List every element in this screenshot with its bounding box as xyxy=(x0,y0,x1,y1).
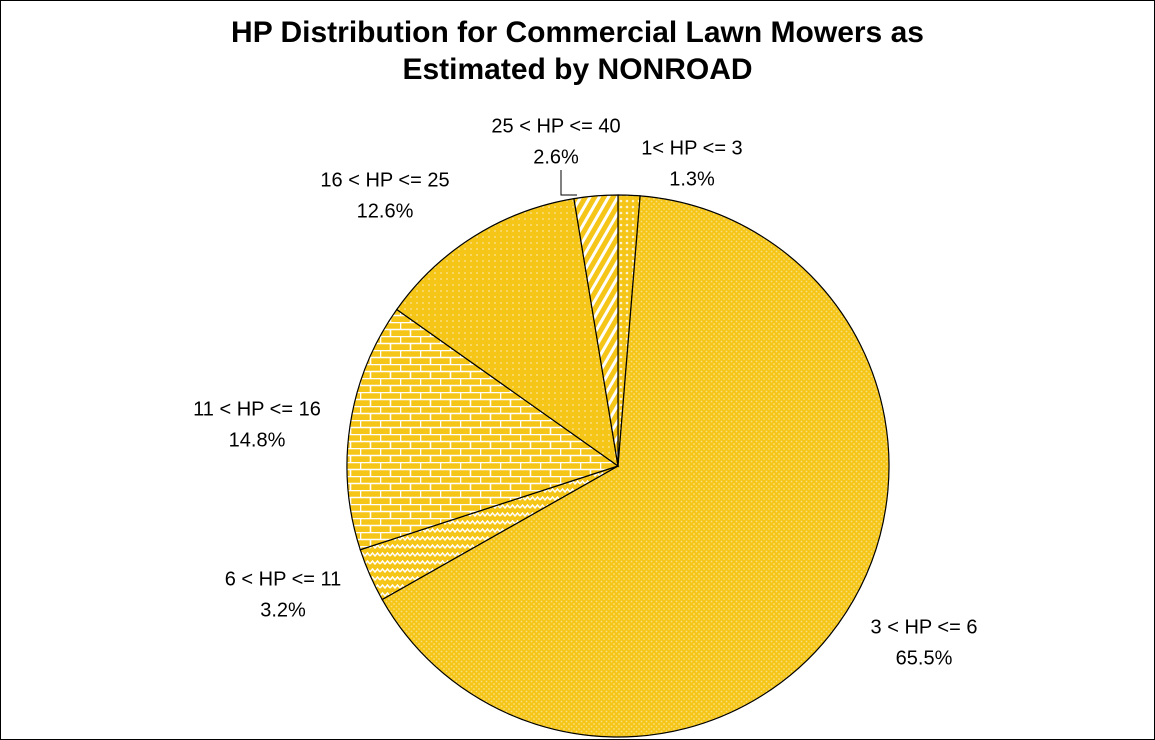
slice-value-label: 2.6% xyxy=(533,146,579,168)
slice-label: 6 < HP <= 11 xyxy=(225,568,342,590)
slice-value-label: 14.8% xyxy=(229,429,286,451)
slice-value-label: 12.6% xyxy=(357,200,414,222)
chart-title: HP Distribution for Commercial Lawn Mowe… xyxy=(231,16,924,86)
slice-value-label: 65.5% xyxy=(896,647,953,669)
slice-label: 16 < HP <= 25 xyxy=(320,169,449,191)
slice-label: 25 < HP <= 40 xyxy=(491,115,620,137)
title-box: HP Distribution for Commercial Lawn Mowe… xyxy=(0,14,1155,88)
slice-label: 1< HP <= 3 xyxy=(641,137,742,159)
leader-line xyxy=(560,170,577,196)
slice-label: 11 < HP <= 16 xyxy=(193,398,321,420)
slice-value-label: 1.3% xyxy=(669,168,715,190)
slice-value-label: 3.2% xyxy=(260,599,306,621)
slice-label: 3 < HP <= 6 xyxy=(871,616,978,638)
